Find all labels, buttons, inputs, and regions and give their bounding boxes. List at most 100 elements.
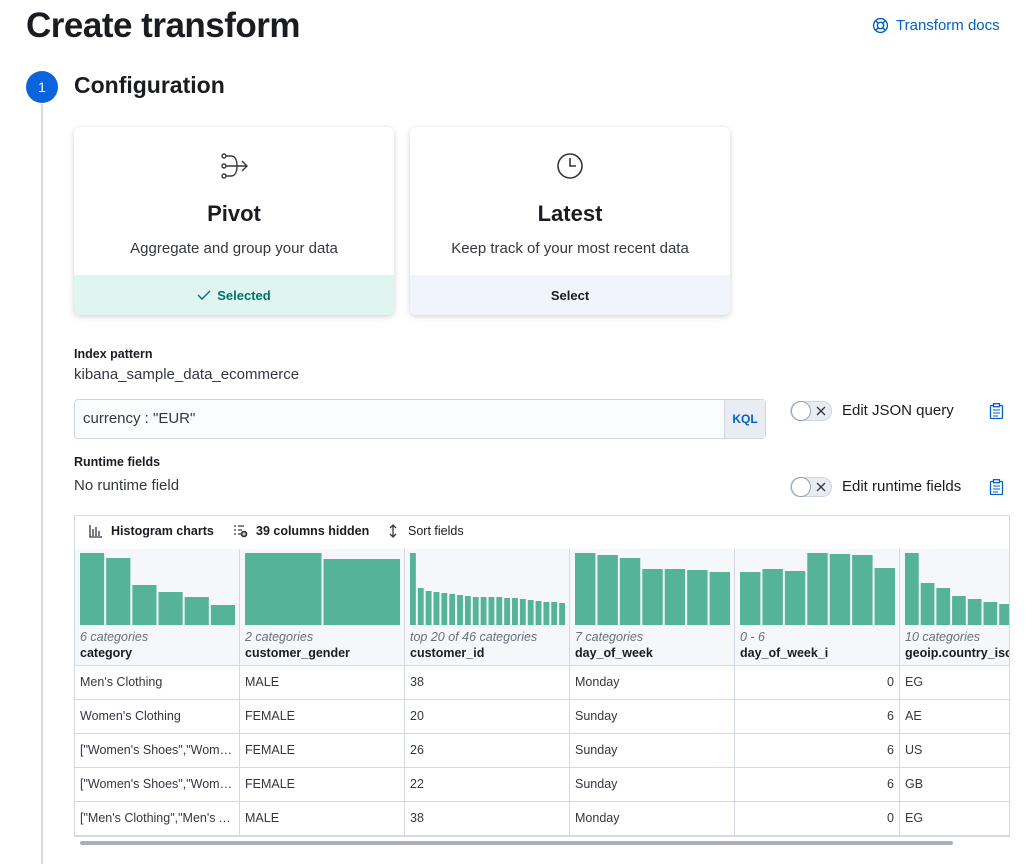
grid-cell: AE [900,700,1009,734]
sort-icon [389,524,397,538]
docs-link-text[interactable]: Transform docs [896,17,1000,34]
columns-icon [234,525,248,538]
column-summary: 6 categories [80,630,149,644]
step-title: Configuration [74,72,225,98]
histogram-bar [999,604,1009,625]
query-text[interactable]: currency : "EUR" [83,410,196,427]
card-button-label[interactable]: Selected [217,287,271,303]
check-icon [197,290,211,300]
grid-cell: MALE [240,666,405,700]
histogram-bar [551,602,558,625]
grid-cell: ["Women's Shoes","Women's Clothing"] [75,768,240,802]
grid-cell: 38 [405,802,570,836]
column-summary: 2 categories [245,630,314,644]
step-line [41,104,43,864]
docs-link[interactable]: Transform docs [872,17,1000,34]
histogram-bar [762,569,783,625]
column-header: top 20 of 46 categories customer_id [405,549,570,666]
histogram-bar [106,558,131,625]
histogram-bar [472,597,479,625]
column-name: customer_gender [245,646,350,660]
x-icon [816,406,826,416]
card-button[interactable]: Selected [74,275,394,315]
histogram-bar [874,568,895,625]
histogram-bar [210,605,235,625]
histogram-bar [967,599,982,625]
grid-cell: Sunday [570,734,735,768]
histogram-bar [245,553,322,625]
histogram-bar [158,592,183,625]
json-toggle-label[interactable]: Edit JSON query [842,402,954,419]
column-summary: top 20 of 46 categories [410,630,538,644]
histogram-bar [441,593,448,625]
grid-cell: 20 [405,700,570,734]
histogram-bar [457,595,463,625]
histogram-bar [132,585,157,625]
column-header: 6 categories category [75,549,240,666]
column-header: 7 categories day_of_week [570,549,735,666]
runtime-toggle[interactable] [790,477,832,497]
column-summary: 7 categories [575,630,644,644]
column-name: customer_id [410,646,485,660]
latest-card[interactable]: Latest Keep track of your most recent da… [410,127,730,315]
grid-cell: Sunday [570,700,735,734]
histogram-bar [575,553,596,625]
card-title: Latest [537,201,603,226]
runtime-fields-label: Runtime fields [74,455,161,469]
card-button[interactable]: Select [410,275,730,315]
json-toggle[interactable] [790,401,832,421]
grid-cell: Men's Clothing [75,666,240,700]
grid-cell: ["Men's Clothing","Men's Accessories"] [75,802,240,836]
grid-cell: Monday [570,802,735,836]
histogram [905,553,1009,625]
grid-cell: Women's Clothing [75,700,240,734]
histogram-toggle[interactable]: Histogram charts [89,524,214,538]
histogram-bar [829,554,851,625]
histogram-bar [852,555,873,625]
grid-cell: 0 [735,802,900,836]
histogram [410,553,565,625]
sort-button[interactable]: Sort fields [386,524,464,538]
toolbar-label[interactable]: Histogram charts [111,524,214,538]
histogram-bar [80,553,105,625]
toolbar-label[interactable]: 39 columns hidden [256,524,370,538]
column-name: day_of_week [575,646,653,660]
column-name: category [80,646,133,660]
grid-cell: FEMALE [240,768,405,802]
pivot-icon [221,153,248,179]
histogram-bar [642,569,663,625]
histogram [245,553,400,625]
histogram-bar [559,603,565,625]
grid-cell: ["Women's Shoes","Women's Clothing"] [75,734,240,768]
grid-cell: 38 [405,666,570,700]
step-number: 1 [26,71,58,103]
histogram-bar [323,559,400,625]
grid-cell: US [900,734,1009,768]
copy-icon[interactable] [989,403,1004,419]
columns-button[interactable]: 39 columns hidden [233,524,369,538]
grid-cell: MALE [240,802,405,836]
histogram-bar [936,588,951,625]
histogram-bar [433,592,440,625]
copy-icon[interactable] [989,479,1004,495]
runtime-toggle-label[interactable]: Edit runtime fields [842,478,962,495]
scrollbar[interactable] [80,841,953,845]
grid-cell: 6 [735,768,900,802]
toolbar-label[interactable]: Sort fields [408,524,464,538]
grid-cell: 6 [735,700,900,734]
query-input[interactable]: currency : "EUR" KQL [74,399,766,439]
query-language[interactable]: KQL [724,400,765,438]
grid-toolbar: Histogram charts 39 columns hidden Sort … [75,516,1009,550]
histogram-bar [952,596,966,625]
histogram-bar [543,602,550,625]
pivot-card[interactable]: Pivot Aggregate and group your data Sele… [74,127,394,315]
index-pattern-label: Index pattern [74,347,153,361]
histogram-bar [527,600,534,625]
card-description: Aggregate and group your data [130,240,338,257]
grid-cell: Sunday [570,768,735,802]
card-button-label[interactable]: Select [550,287,590,303]
column-name: day_of_week_i [740,646,829,660]
column-header: 10 categories geoip.country_iso_code [900,549,1009,666]
column-summary: 10 categories [905,630,981,644]
histogram-bar [740,572,761,625]
